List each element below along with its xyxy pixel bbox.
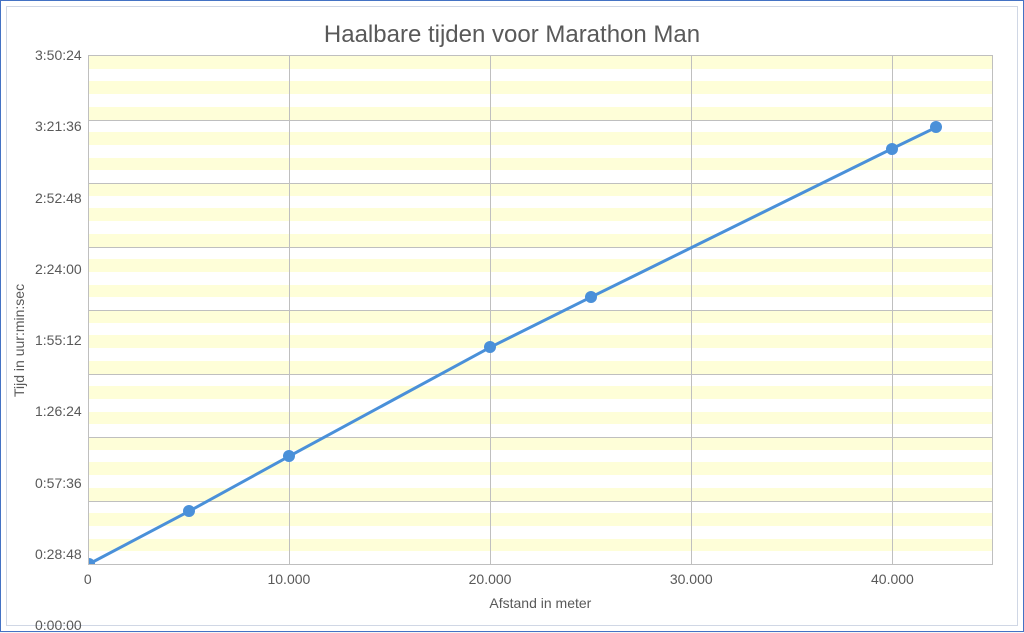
chart-title: Haalbare tijden voor Marathon Man [7,7,1017,55]
x-tick-label: 30.000 [670,571,713,587]
chart-container: Haalbare tijden voor Marathon Man Tijd i… [0,0,1024,632]
y-axis-title: Tijd in uur:min:sec [7,55,35,625]
data-marker [886,143,898,155]
x-tick-label: 10.000 [267,571,310,587]
plot-area [88,55,993,565]
plot-column: 010.00020.00030.00040.000 Afstand in met… [88,55,1017,625]
x-axis-title: Afstand in meter [88,589,993,625]
data-marker [585,291,597,303]
x-tick-label: 40.000 [871,571,914,587]
chart-body: Tijd in uur:min:sec 3:50:243:21:362:52:4… [7,55,1017,625]
x-tick-labels: 010.00020.00030.00040.000 [88,571,993,589]
x-tick-label: 20.000 [469,571,512,587]
x-tick-label: 0 [84,571,92,587]
chart-frame: Haalbare tijden voor Marathon Man Tijd i… [6,6,1018,626]
series-line [89,127,936,564]
y-tick-labels: 3:50:243:21:362:52:482:24:001:55:121:26:… [35,55,88,625]
line-series [89,56,992,564]
